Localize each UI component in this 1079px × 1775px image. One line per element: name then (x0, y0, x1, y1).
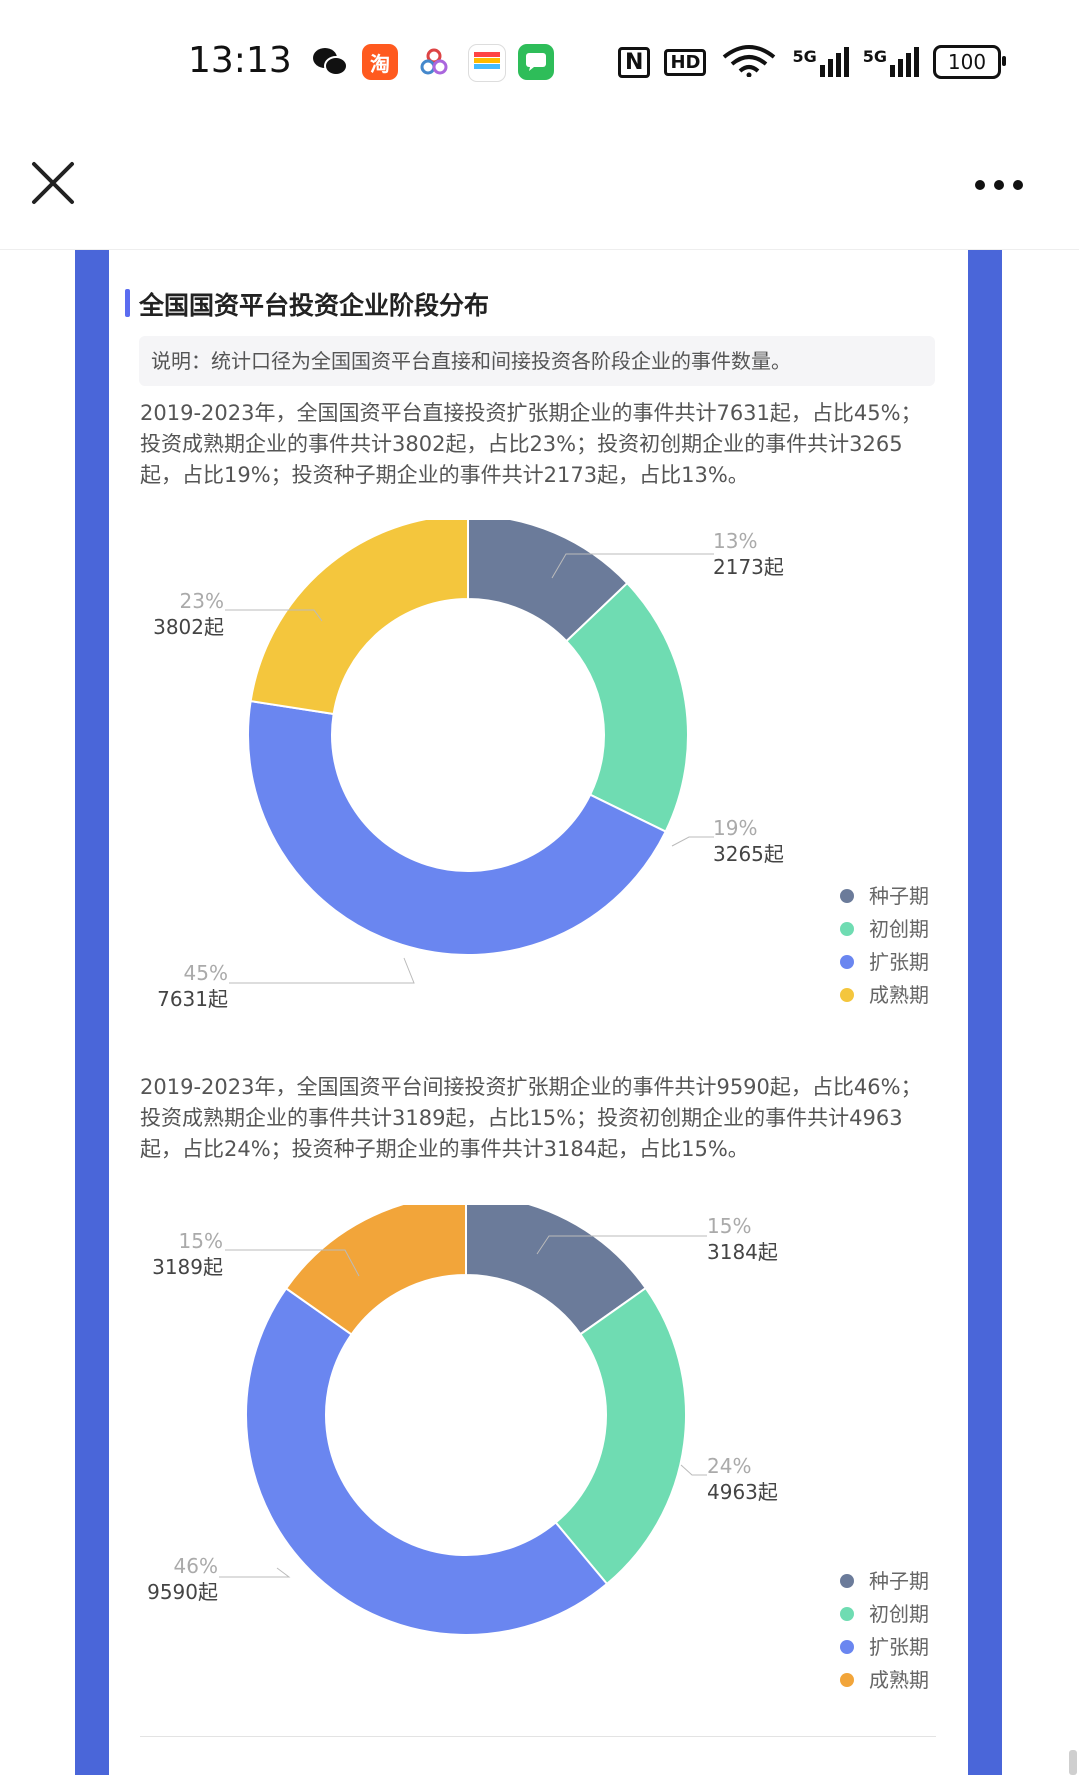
leader-line (229, 957, 415, 984)
legend-item[interactable]: 成熟期 (869, 983, 929, 1007)
status-bar: 13:13 淘 N HD 5G 5G 100 (0, 0, 1079, 120)
messages-icon (518, 44, 554, 80)
donut-chart-indirect-svg: 15%3184起24%4963起46%9590起15%3189起种子期初创期扩张… (147, 1205, 929, 1692)
percent-label: 15% (179, 1229, 223, 1253)
leader-line (551, 553, 714, 579)
legend-marker (840, 1574, 854, 1588)
slice-初创期[interactable] (554, 1286, 687, 1586)
legend-item[interactable]: 扩张期 (869, 1635, 929, 1659)
leader-line (225, 609, 323, 622)
frame-border-left (75, 250, 109, 1775)
value-label: 3184起 (707, 1240, 778, 1264)
donut-chart-direct-svg: 13%2173起 19%3265起 45%7631起 23%3802起种子期初创期扩张… (153, 520, 929, 1011)
legend-item[interactable]: 初创期 (869, 917, 929, 941)
divider (140, 1736, 936, 1737)
value-label: 7631起 (157, 987, 228, 1011)
legend-marker (840, 889, 854, 903)
leader-line (536, 1235, 707, 1255)
slice-扩张期[interactable] (245, 1286, 609, 1636)
donut-chart-direct: 13% 2173起 19% 3265起 45% 7631起 23% 3802起种子期初创期扩张… (109, 520, 968, 1040)
value-label: 2173起 (713, 555, 784, 579)
legend-item[interactable]: 扩张期 (869, 950, 929, 974)
hd-icon: HD (664, 48, 707, 76)
section-title: 全国国资平台投资企业阶段分布 (125, 286, 489, 322)
legend-item[interactable]: 种子期 (869, 1569, 929, 1593)
donut-chart-indirect: 15% 3184起 24% 4963起 46% 9590起 15% 3189起 种子期 初创期 扩张… (109, 1205, 968, 1725)
nfc-icon: N (618, 46, 651, 78)
wifi-icon (720, 43, 778, 81)
leader-line (225, 1249, 360, 1277)
leader-line (219, 1567, 291, 1578)
legend-marker (840, 1640, 854, 1654)
percent-label: 24% (707, 1454, 751, 1478)
scrollbar[interactable] (1069, 1750, 1077, 1775)
percent-label: 15% (707, 1214, 751, 1238)
legend-marker (840, 955, 854, 969)
legend-item[interactable]: 种子期 (869, 884, 929, 908)
legend-marker (840, 1673, 854, 1687)
close-icon[interactable] (30, 160, 76, 206)
top-bar (0, 120, 1079, 250)
leader-line (680, 1464, 707, 1476)
taobao-icon: 淘 (362, 44, 398, 80)
wechat-icon (312, 44, 348, 80)
percent-label: 23% (180, 589, 224, 613)
battery-icon: 100 (933, 45, 1006, 79)
value-label: 3189起 (152, 1255, 223, 1279)
value-label: 4963起 (707, 1480, 778, 1504)
legend-item[interactable]: 成熟期 (869, 1668, 929, 1692)
percent-label: 46% (174, 1554, 218, 1578)
percent-label: 45% (184, 961, 228, 985)
frame-border-right (968, 250, 1002, 1775)
slice-成熟期[interactable] (249, 520, 469, 716)
legend-marker (840, 922, 854, 936)
slice-扩张期[interactable] (247, 699, 668, 956)
status-time: 13:13 (188, 40, 292, 81)
app-icon (416, 44, 452, 80)
value-label: 9590起 (147, 1580, 218, 1604)
paragraph-indirect: 2019-2023年，全国国资平台间接投资扩张期企业的事件共计9590起，占比4… (140, 1075, 922, 1161)
percent-label: 13% (713, 529, 757, 553)
signal-icon-2: 5G (863, 47, 919, 77)
value-label: 3802起 (153, 615, 224, 639)
slice-成熟期[interactable] (284, 1205, 467, 1336)
wallet-icon (468, 44, 506, 82)
report-card: 全国国资平台投资企业阶段分布 说明：统计口径为全国国资平台直接和间接投资各阶段企… (109, 250, 968, 1775)
value-label: 3265起 (713, 842, 784, 866)
signal-icon-1: 5G (792, 47, 849, 77)
section-note: 说明：统计口径为全国国资平台直接和间接投资各阶段企业的事件数量。 (139, 336, 935, 386)
legend-marker (840, 988, 854, 1002)
legend-marker (840, 1607, 854, 1621)
more-options-icon[interactable] (975, 175, 1031, 195)
percent-label: 19% (713, 816, 757, 840)
leader-line (671, 836, 714, 847)
paragraph-direct: 2019-2023年，全国国资平台直接投资扩张期企业的事件共计7631起，占比4… (140, 401, 922, 487)
legend-item[interactable]: 初创期 (869, 1602, 929, 1626)
